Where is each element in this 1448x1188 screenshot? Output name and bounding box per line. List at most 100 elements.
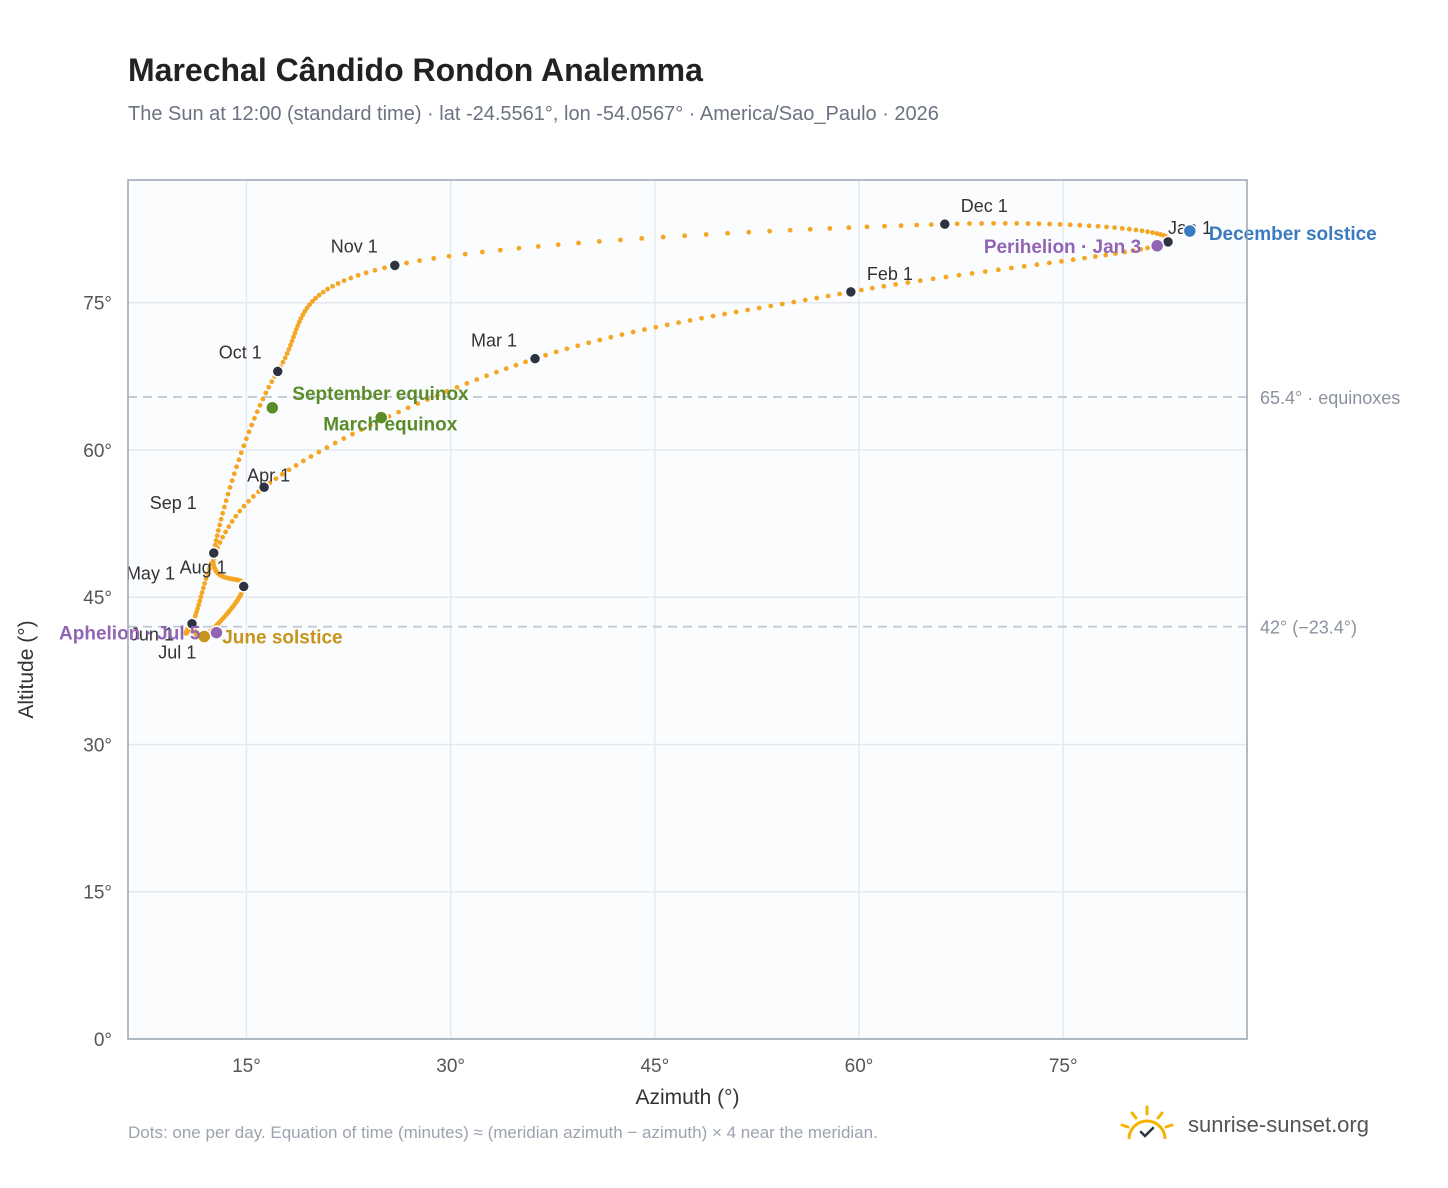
daily-point <box>756 305 762 311</box>
daily-point <box>213 538 219 543</box>
month-marker <box>237 580 250 593</box>
event-label: Perihelion · Jan 3 <box>984 237 1141 258</box>
event-label: June solstice <box>222 627 342 648</box>
daily-point <box>1112 225 1117 231</box>
daily-point <box>642 327 647 332</box>
daily-point <box>396 409 401 415</box>
daily-point <box>1077 222 1083 228</box>
daily-point <box>825 293 831 299</box>
daily-point <box>341 278 347 284</box>
daily-point <box>225 491 231 497</box>
daily-point <box>745 307 751 313</box>
daily-point <box>217 522 223 528</box>
daily-point <box>1086 223 1092 229</box>
daily-point <box>282 355 288 361</box>
axis-ticks: 15° 30° 45° 60° 75° 0° 15° 30° 45° 60° 75° <box>83 294 1077 1077</box>
daily-point <box>608 334 614 340</box>
daily-point <box>660 234 666 240</box>
month-marker-label: May 1 <box>126 564 175 584</box>
daily-point <box>882 223 887 229</box>
daily-point <box>246 498 251 504</box>
daily-point <box>1082 255 1087 261</box>
daily-point <box>198 594 204 600</box>
x-tick-label: 30° <box>436 1056 465 1077</box>
daily-point <box>1067 222 1073 228</box>
event-marker <box>1182 223 1198 239</box>
event-marker <box>1149 238 1165 254</box>
daily-point <box>363 270 369 276</box>
daily-point <box>358 427 364 433</box>
daily-point <box>710 313 716 319</box>
daily-point <box>289 338 295 344</box>
daily-point <box>220 510 226 516</box>
daily-point <box>330 283 335 289</box>
daily-point <box>967 221 972 226</box>
daily-point <box>523 359 528 365</box>
daily-point <box>564 346 570 352</box>
daily-point <box>982 269 988 275</box>
daily-point <box>223 529 229 535</box>
daily-point <box>227 485 233 490</box>
daily-point <box>917 278 923 284</box>
month-marker-label: Apr 1 <box>247 465 290 485</box>
daily-point <box>864 224 870 230</box>
daily-point <box>733 309 739 315</box>
month-marker-label: Aug 1 <box>180 557 227 577</box>
month-marker <box>185 617 199 630</box>
x-axis-label: Azimuth (°) <box>635 1086 739 1109</box>
month-marker <box>271 365 284 378</box>
daily-point <box>241 503 247 509</box>
daily-point <box>905 280 911 285</box>
daily-point <box>254 409 260 415</box>
daily-point <box>205 571 211 577</box>
daily-point <box>246 429 252 435</box>
daily-point <box>1036 221 1042 227</box>
daily-point <box>263 390 269 396</box>
daily-point <box>914 222 920 228</box>
daily-point <box>293 463 299 468</box>
daily-point <box>898 223 904 229</box>
month-marker <box>844 285 858 299</box>
daily-point <box>575 343 581 349</box>
daily-point <box>293 326 299 332</box>
daily-point <box>954 221 960 227</box>
daily-point <box>223 498 229 504</box>
daily-point <box>1095 223 1101 229</box>
daily-point <box>417 258 422 264</box>
daily-point <box>725 230 730 236</box>
daily-point <box>217 540 223 545</box>
daily-point <box>639 236 645 241</box>
daily-point <box>814 295 820 301</box>
daily-point <box>682 233 688 239</box>
month-marker <box>938 217 952 231</box>
daily-point <box>284 351 290 356</box>
daily-point <box>1119 225 1125 231</box>
brand-logo[interactable]: sunrise-sunset.org <box>1120 1100 1369 1150</box>
month-marker-label: Jun 1 <box>130 625 174 645</box>
daily-point <box>341 436 347 441</box>
daily-point <box>767 228 773 234</box>
daily-point <box>858 287 864 293</box>
daily-point <box>324 445 330 450</box>
y-tick-label: 30° <box>83 735 112 756</box>
daily-point <box>1133 227 1139 233</box>
brand-name: sunrise-sunset.org <box>1188 1112 1369 1137</box>
daily-point <box>503 366 509 372</box>
daily-point <box>462 251 468 257</box>
daily-point <box>779 301 785 307</box>
daily-point <box>513 362 519 368</box>
daily-point <box>226 524 232 530</box>
daily-point <box>269 379 275 385</box>
daily-point <box>618 237 623 243</box>
daily-point <box>464 380 470 386</box>
daily-point <box>273 476 279 482</box>
daily-point <box>703 232 709 237</box>
daily-point <box>304 305 310 311</box>
daily-point <box>206 566 212 572</box>
month-marker-label: Jul 1 <box>158 642 196 662</box>
daily-point <box>214 533 220 539</box>
daily-point <box>241 443 247 449</box>
daily-point <box>280 359 286 365</box>
daily-point <box>969 270 975 276</box>
